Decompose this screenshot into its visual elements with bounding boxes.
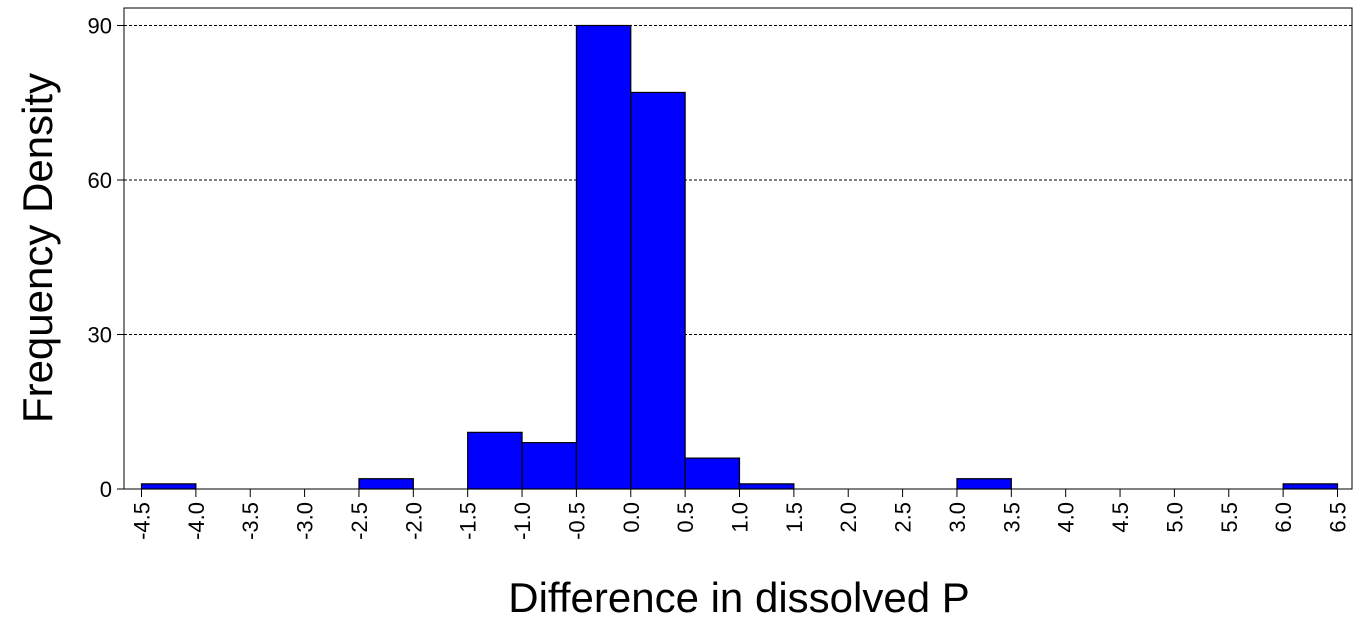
x-tick-label-21: 6.0 xyxy=(1271,502,1296,533)
histogram-bar-4 xyxy=(358,478,414,490)
y-axis: 0 30 60 90 xyxy=(88,14,124,502)
x-tick-label-14: 2.5 xyxy=(891,502,916,533)
histogram-bar-6 xyxy=(467,431,523,490)
x-tick-label-19: 5.0 xyxy=(1162,502,1187,533)
y-tick-label-1: 30 xyxy=(88,323,112,348)
x-tick-label-8: -0.5 xyxy=(564,502,589,540)
y-tick-label-0: 0 xyxy=(100,477,112,502)
histogram-bar-10 xyxy=(684,457,741,490)
x-tick-label-5: -2.0 xyxy=(401,502,426,540)
x-tick-label-0: -4.5 xyxy=(130,502,155,540)
histogram-bar-7 xyxy=(521,442,578,490)
x-tick-label-20: 5.5 xyxy=(1217,502,1242,533)
x-tick-label-9: 0.0 xyxy=(619,502,644,533)
y-axis-title: Frequency Density xyxy=(14,73,61,423)
histogram-bar-8 xyxy=(575,24,632,490)
histogram-bar-0 xyxy=(140,483,197,490)
x-tick-label-2: -3.5 xyxy=(238,502,263,540)
x-tick-label-13: 2.0 xyxy=(836,502,861,533)
x-tick-label-17: 4.0 xyxy=(1054,502,1079,533)
grid-lines xyxy=(124,25,1352,335)
x-tick-label-3: -3.0 xyxy=(293,502,318,540)
x-tick-label-16: 3.5 xyxy=(999,502,1024,533)
x-axis: -4.5 -4.0 -3.5 -3.0 -2.5 -2.0 -1.5 -1.0 -0.5 0.0 0… xyxy=(130,489,1351,540)
y-tick-label-3: 90 xyxy=(88,14,112,39)
x-tick-label-18: 4.5 xyxy=(1108,502,1133,533)
x-tick-label-10: 0.5 xyxy=(673,502,698,533)
x-tick-label-15: 3.0 xyxy=(945,502,970,533)
histogram-bar-9 xyxy=(630,91,686,490)
histogram-bars xyxy=(140,24,1339,490)
x-tick-label-1: -4.0 xyxy=(184,502,209,540)
histogram-bar-21 xyxy=(1282,483,1339,490)
x-axis-title: Difference in dissolved P xyxy=(508,574,969,621)
x-tick-label-6: -1.5 xyxy=(456,502,481,540)
x-tick-label-7: -1.0 xyxy=(510,502,535,540)
x-tick-label-22: 6.5 xyxy=(1326,502,1351,533)
y-tick-label-2: 60 xyxy=(88,168,112,193)
x-tick-label-4: -2.5 xyxy=(347,502,372,540)
histogram-bar-15 xyxy=(956,478,1012,490)
plot-frame xyxy=(123,7,1353,490)
x-tick-label-11: 1.0 xyxy=(728,502,753,533)
x-tick-label-12: 1.5 xyxy=(782,502,807,533)
histogram-bar-11 xyxy=(738,483,795,490)
